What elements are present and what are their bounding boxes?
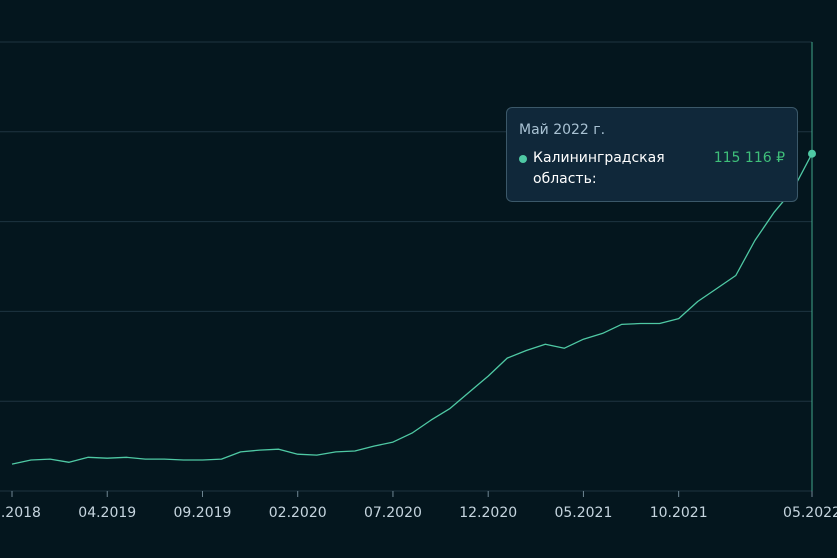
data-label: 115 116 ₽ [713, 150, 785, 166]
x-tick-label: 04.2019 [78, 505, 136, 521]
hover-point [808, 149, 816, 158]
tooltip-row: Калининградская область: 115 116 ₽ [519, 150, 785, 190]
x-tick-label: 11.2018 [0, 505, 41, 521]
x-tick-label: 02.2020 [269, 505, 327, 521]
x-tick-label: 10.2021 [650, 505, 708, 521]
tooltip-title: Май 2022 г. [519, 122, 606, 138]
x-tick-label: 09.2019 [174, 505, 232, 521]
x-tick-label: 12.2020 [459, 505, 517, 521]
legend-entry: Калининградская область: [533, 150, 665, 187]
tooltip: Май 2022 г. Калининградская область: 115… [506, 107, 798, 202]
x-tick-label: 05.2021 [554, 505, 612, 521]
x-tick-label: 07.2020 [364, 505, 422, 521]
line [11, 153, 813, 465]
legend-dot [519, 155, 527, 163]
x-tick-label: 05.2022 [783, 505, 837, 521]
